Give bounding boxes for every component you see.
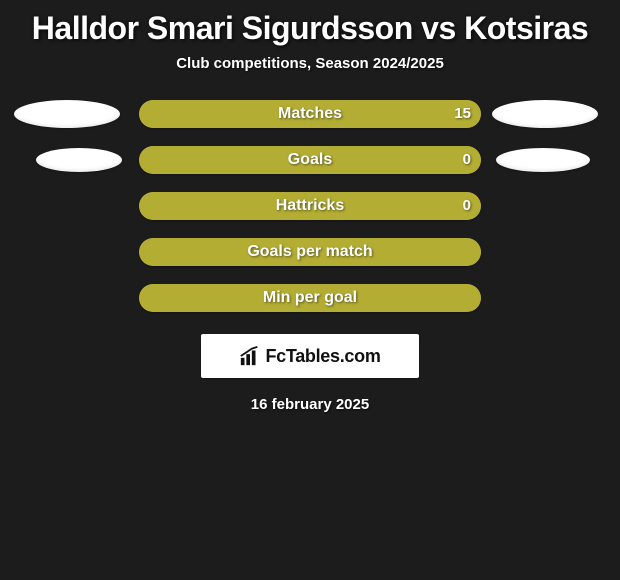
stat-label: Goals [139,146,481,174]
stat-row: Hattricks0 [8,192,612,220]
stat-value-right: 0 [463,192,471,220]
player-right-pellet [496,148,590,172]
stat-label: Goals per match [139,238,481,266]
page-title: Halldor Smari Sigurdsson vs Kotsiras [0,4,620,55]
stat-bar: Goals0 [139,146,481,174]
stat-row: Min per goal [8,284,612,312]
stat-bar: Goals per match [139,238,481,266]
stat-row: Matches15 [8,100,612,128]
stat-row: Goals0 [8,146,612,174]
stat-rows: Matches15Goals0Hattricks0Goals per match… [0,100,620,312]
player-left-pellet [14,100,120,128]
player-left-pellet [36,148,122,172]
date-label: 16 february 2025 [0,396,620,413]
stat-value-right: 0 [463,146,471,174]
comparison-infographic: Halldor Smari Sigurdsson vs Kotsiras Clu… [0,0,620,580]
barchart-icon [239,345,261,367]
stat-bar: Matches15 [139,100,481,128]
stat-label: Hattricks [139,192,481,220]
stat-bar: Min per goal [139,284,481,312]
stat-value-right: 15 [454,100,471,128]
logo-box: FcTables.com [201,334,419,378]
stat-label: Matches [139,100,481,128]
stat-bar: Hattricks0 [139,192,481,220]
logo-text: FcTables.com [265,346,380,367]
stat-row: Goals per match [8,238,612,266]
subtitle: Club competitions, Season 2024/2025 [0,55,620,72]
player-right-pellet [492,100,598,128]
stat-label: Min per goal [139,284,481,312]
